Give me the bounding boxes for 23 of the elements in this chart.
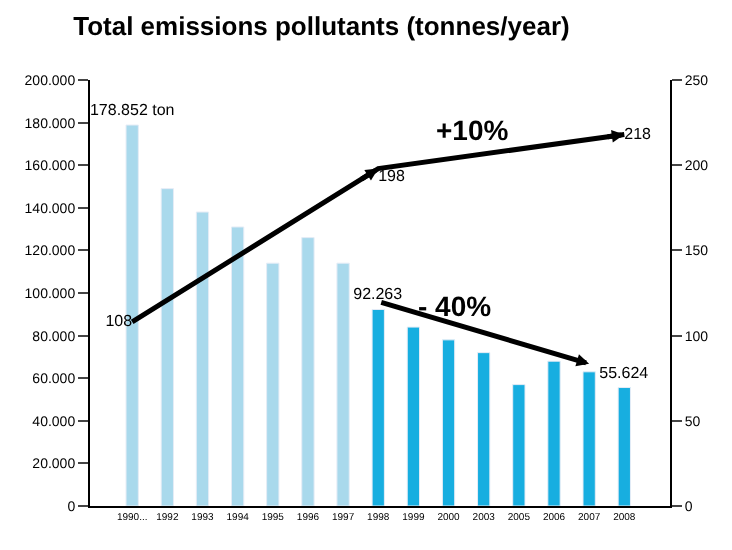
bar xyxy=(266,262,280,506)
annotation: - 40% xyxy=(418,290,493,322)
bar xyxy=(617,387,631,506)
data-label: 218 xyxy=(624,124,653,143)
data-label: 108 xyxy=(105,311,134,330)
bar xyxy=(441,339,456,506)
data-label: 198 xyxy=(378,166,407,185)
bar xyxy=(160,188,174,506)
bar xyxy=(477,352,491,506)
bar xyxy=(301,237,315,506)
bar xyxy=(406,326,421,506)
bar xyxy=(195,211,210,506)
bar xyxy=(512,384,526,506)
data-label: 178.852 ton xyxy=(89,101,175,120)
data-label: 55.624 xyxy=(599,363,650,382)
bar xyxy=(336,262,350,506)
bar xyxy=(230,226,245,506)
bar xyxy=(547,360,561,506)
annotation: +10% xyxy=(436,114,510,146)
chart-title: Total emissions pollutants (tonnes/year) xyxy=(73,10,570,41)
bar xyxy=(582,371,596,506)
bar xyxy=(371,308,385,506)
data-label: 92.263 xyxy=(353,285,404,304)
